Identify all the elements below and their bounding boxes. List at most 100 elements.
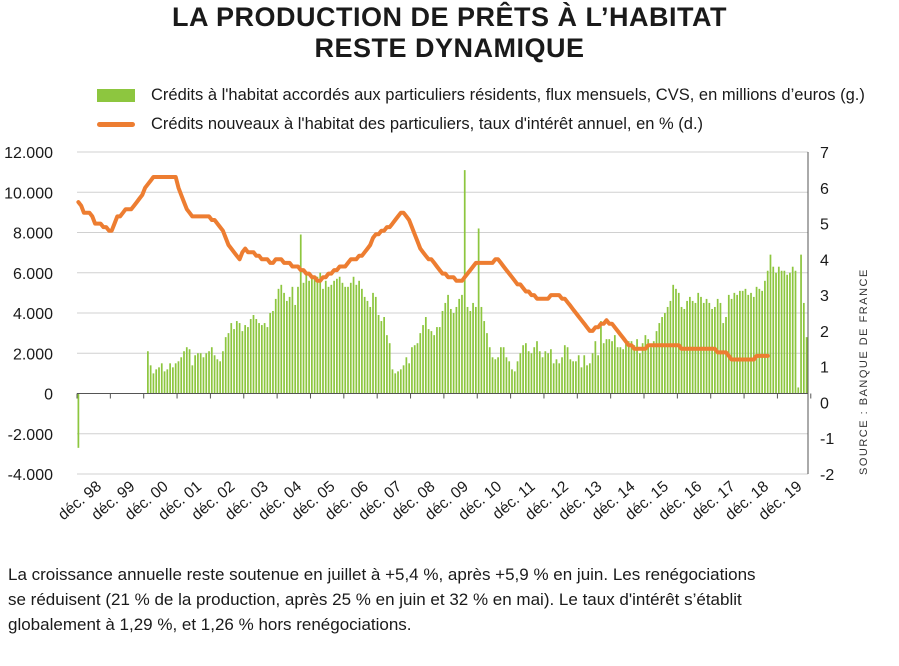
bar xyxy=(638,353,641,394)
bar xyxy=(750,292,752,394)
bar xyxy=(505,357,508,394)
bar xyxy=(447,294,449,394)
bar xyxy=(786,274,789,394)
bar xyxy=(494,359,497,394)
bar xyxy=(741,290,744,394)
bar xyxy=(780,270,783,394)
y-right-tick-label: 3 xyxy=(820,288,829,305)
bar xyxy=(155,369,158,394)
bar xyxy=(436,327,438,394)
bar xyxy=(349,282,352,394)
bar xyxy=(669,300,672,394)
bar xyxy=(566,347,569,394)
bar xyxy=(486,333,488,394)
bar xyxy=(258,323,260,394)
bar xyxy=(327,286,330,394)
bar xyxy=(185,347,188,394)
bar xyxy=(366,300,369,394)
bar xyxy=(255,319,258,394)
caption: La croissance annuelle reste soutenue en… xyxy=(8,562,888,637)
bar xyxy=(474,306,477,394)
bar xyxy=(602,343,605,394)
bar xyxy=(308,280,310,394)
y-left-tick-label: 12.000 xyxy=(4,145,53,162)
bar xyxy=(616,347,619,394)
bar xyxy=(466,306,469,394)
bar xyxy=(655,331,658,394)
bar xyxy=(472,302,474,394)
bar xyxy=(166,369,169,394)
bar xyxy=(552,363,555,394)
bar xyxy=(252,315,255,394)
bar xyxy=(633,345,636,394)
bar xyxy=(711,308,713,394)
bar xyxy=(197,353,199,394)
bar-series xyxy=(77,170,808,448)
caption-line-2: se réduisent (21 % de la production, apr… xyxy=(8,590,742,609)
bar xyxy=(575,361,577,394)
bar xyxy=(458,298,461,394)
y-right-tick-label: 5 xyxy=(820,217,829,234)
bar xyxy=(658,323,661,394)
bar xyxy=(594,341,597,394)
bar xyxy=(430,331,433,394)
y-right-tick-label: 1 xyxy=(820,360,829,377)
bar xyxy=(283,292,285,394)
bar xyxy=(249,319,252,394)
bar xyxy=(719,302,722,394)
bar xyxy=(333,280,335,394)
bar xyxy=(199,353,202,394)
bar xyxy=(555,359,558,394)
bar xyxy=(491,357,494,394)
bar xyxy=(344,286,347,394)
chart-title: LA PRODUCTION DE PRÊTS À L’HABITAT RESTE… xyxy=(0,2,899,64)
y-left-tick-label: 2.000 xyxy=(13,346,53,363)
line-series xyxy=(76,175,770,362)
bar xyxy=(222,351,224,394)
bar xyxy=(641,343,644,394)
bar xyxy=(572,361,574,394)
bar xyxy=(591,353,594,394)
bar xyxy=(752,296,755,394)
y-left-tick-label: -4.000 xyxy=(8,467,53,484)
bar xyxy=(244,325,247,394)
y-left-tick-label: 8.000 xyxy=(13,226,53,243)
bar xyxy=(341,282,344,394)
bar xyxy=(355,284,358,394)
bar xyxy=(772,266,775,394)
bar xyxy=(205,353,208,394)
bar xyxy=(322,288,324,394)
bar xyxy=(794,270,797,394)
bar xyxy=(588,363,591,394)
bar xyxy=(580,367,583,394)
bar xyxy=(611,341,613,394)
bar xyxy=(269,313,272,394)
bar xyxy=(586,365,588,394)
bar xyxy=(469,310,472,394)
bar xyxy=(733,292,736,394)
bar xyxy=(402,365,405,394)
bar xyxy=(488,347,491,394)
bar xyxy=(183,351,185,394)
bar xyxy=(302,282,305,394)
bar xyxy=(405,357,408,394)
bar xyxy=(652,341,655,394)
bar xyxy=(516,361,519,394)
y-right-tick-label: 0 xyxy=(820,395,829,412)
bar xyxy=(372,292,374,394)
bar xyxy=(444,302,447,394)
bar xyxy=(722,323,725,394)
bar xyxy=(452,313,455,394)
bar xyxy=(163,371,166,394)
y-right-tick-label: 6 xyxy=(820,181,829,198)
bar xyxy=(394,373,397,394)
bar xyxy=(630,341,633,394)
bar xyxy=(391,369,394,394)
bar xyxy=(238,323,241,394)
bar xyxy=(672,284,675,394)
bar xyxy=(147,351,149,394)
bar xyxy=(519,353,522,394)
bar xyxy=(608,339,611,394)
bar xyxy=(297,286,299,394)
bar xyxy=(399,369,402,394)
